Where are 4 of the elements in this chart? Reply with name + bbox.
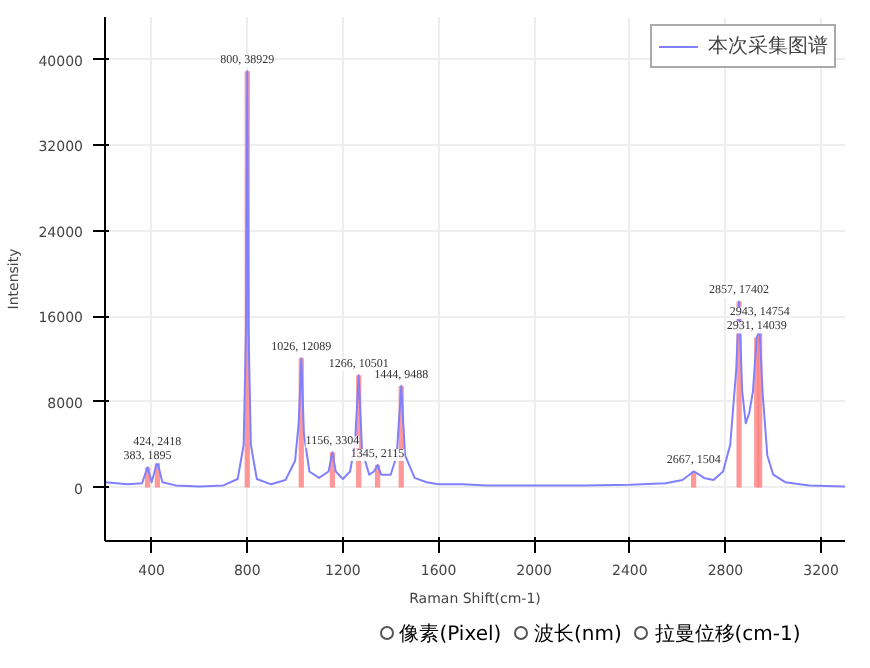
text: 波长(nm) — [534, 624, 622, 646]
text: 拉曼位移(cm-1) — [654, 624, 801, 646]
legend-label: 本次采集图谱 — [708, 33, 828, 60]
text: 像素(Pixel) — [399, 624, 502, 646]
